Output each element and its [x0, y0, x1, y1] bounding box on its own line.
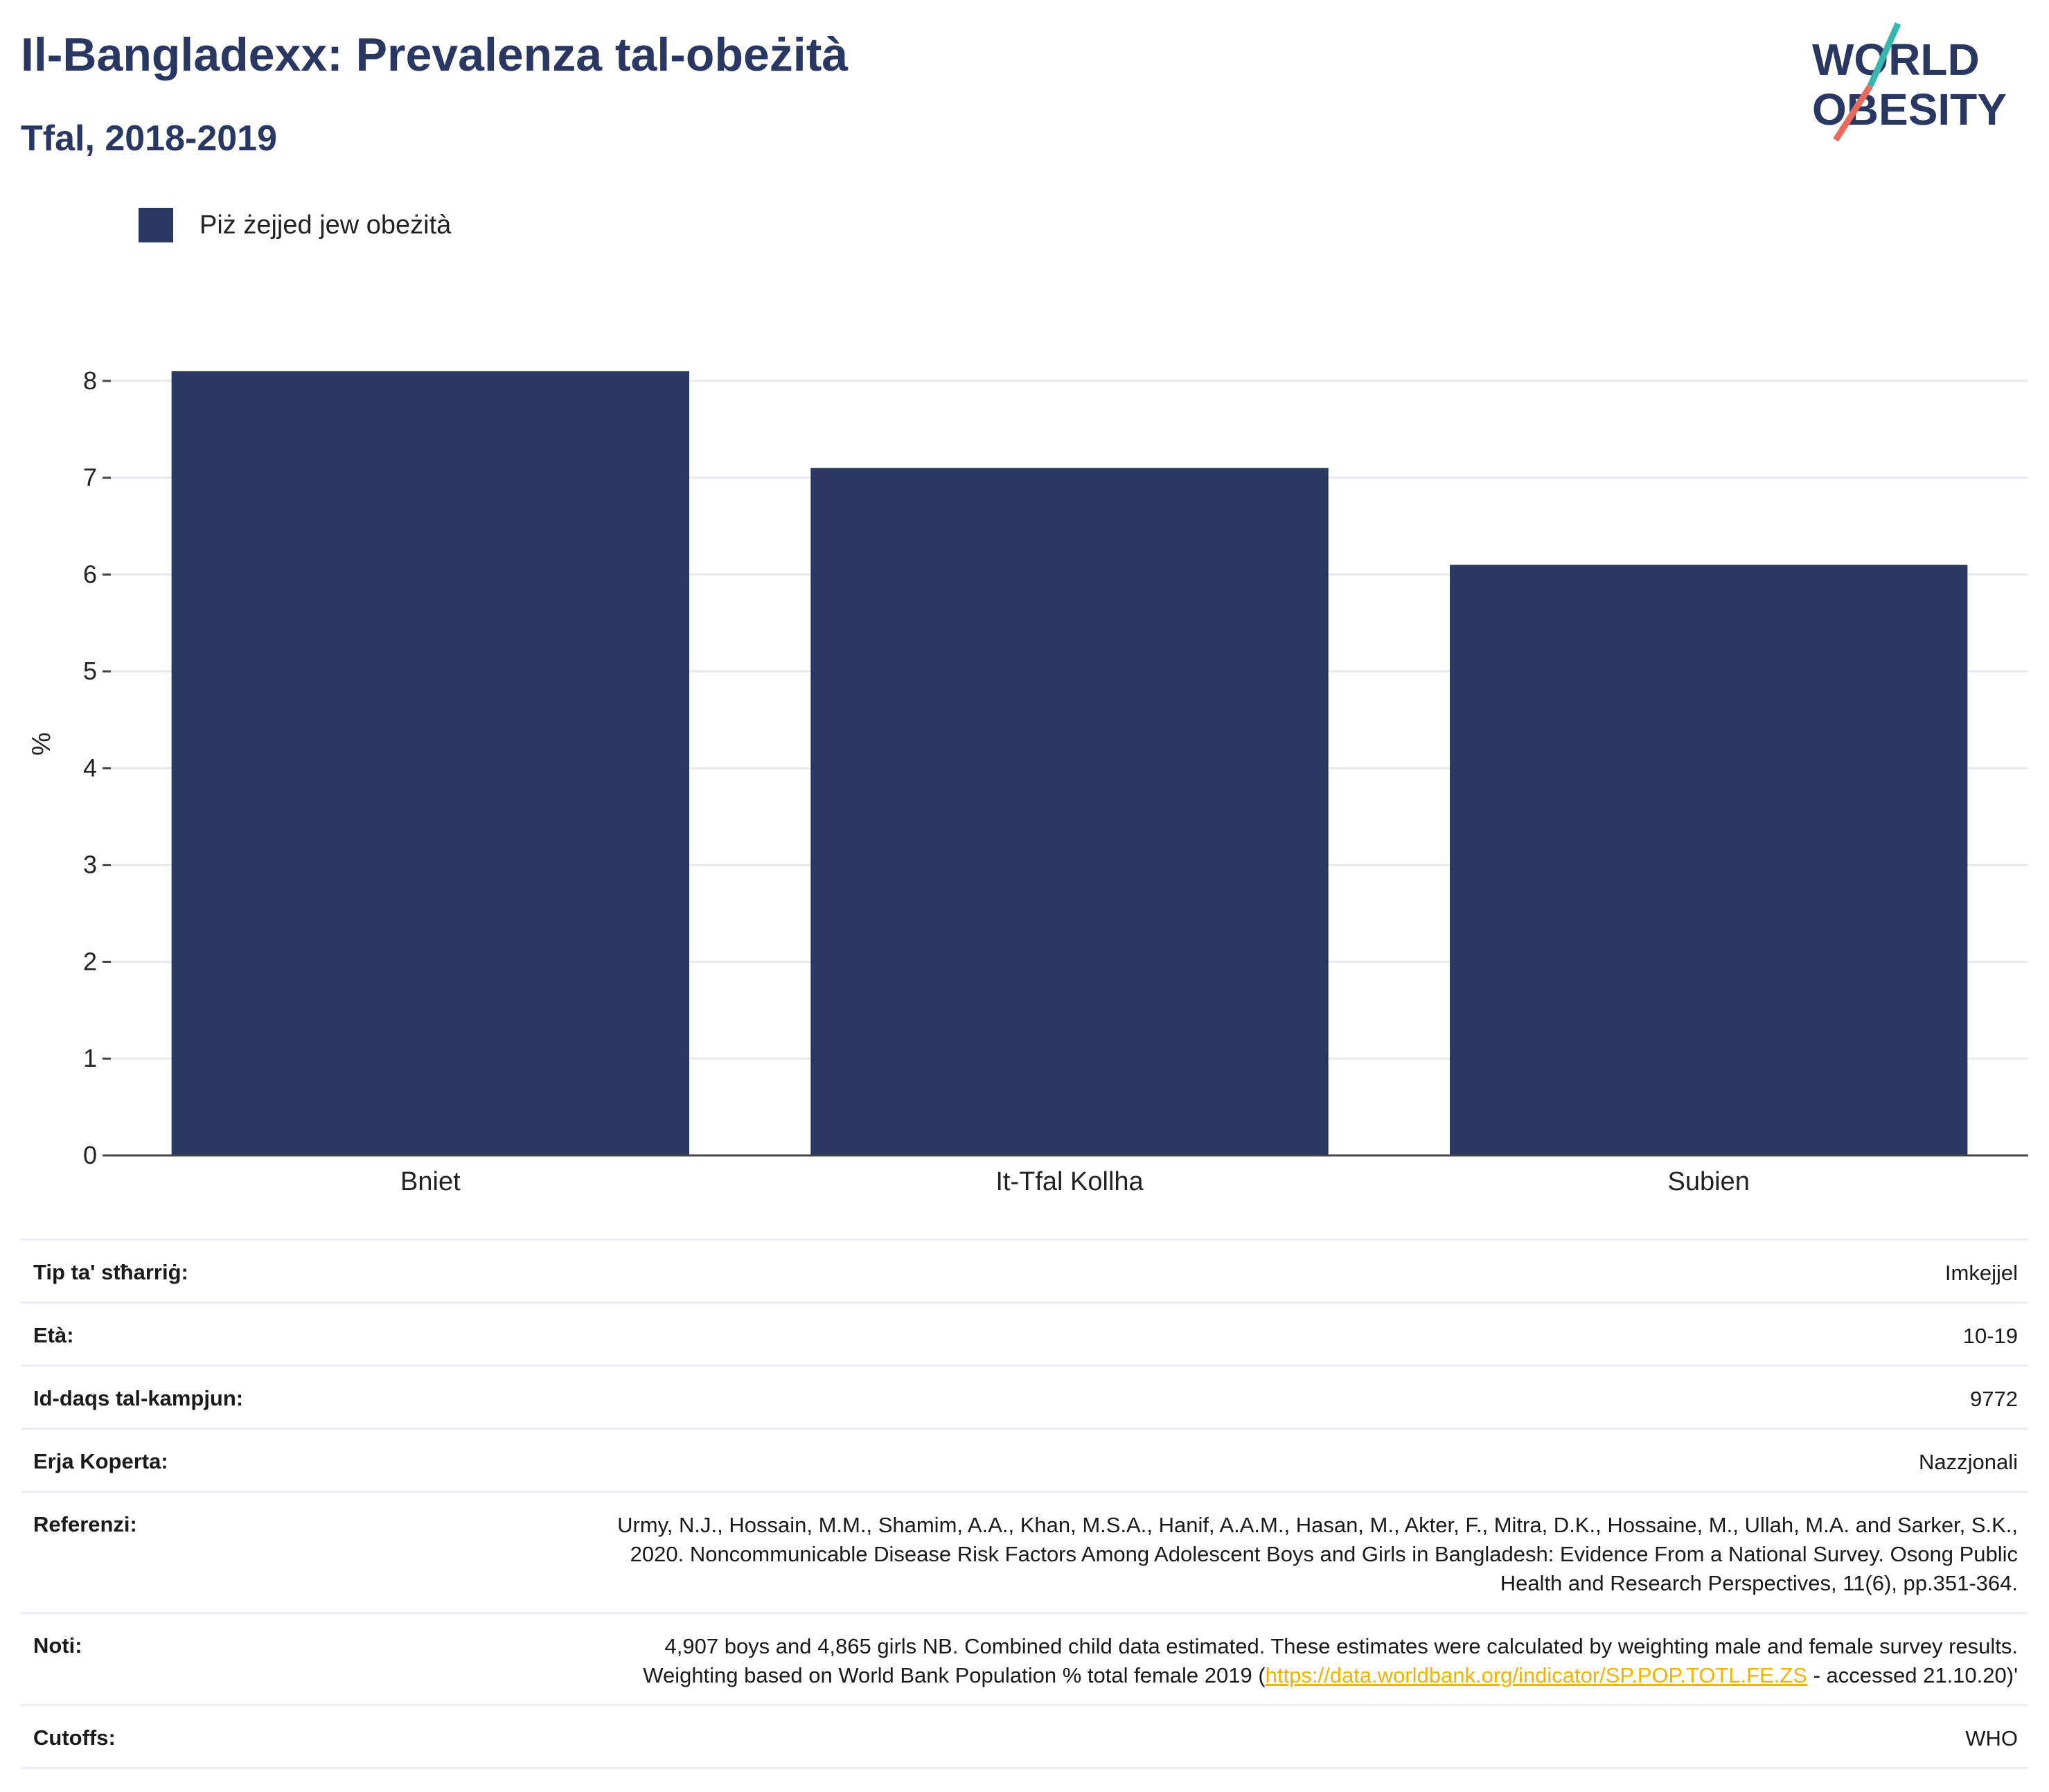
- meta-key-age: Età:: [33, 1323, 74, 1347]
- x-tick-label: It-Tfal Kollha: [995, 1167, 1144, 1196]
- metadata-table: Tip ta' stħarriġ: Imkejjel Età: 10-19 Id…: [21, 1239, 2028, 1769]
- meta-value-sample-size: 9772: [1970, 1387, 2018, 1411]
- chart-title: Il-Bangladexx: Prevalenza tal-obeżità: [21, 28, 849, 81]
- meta-row-cutoffs: Cutoffs: WHO: [21, 1704, 2028, 1769]
- logo-slash-coral: [1833, 84, 1873, 142]
- legend-label: Piż żejjed jew obeżità: [199, 210, 452, 240]
- y-tick-label: 5: [83, 657, 97, 685]
- y-tick-label: 8: [83, 366, 97, 395]
- meta-key-references: Referenzi:: [33, 1512, 137, 1536]
- meta-row-sample-size: Id-daqs tal-kampjun: 9772: [21, 1365, 2028, 1428]
- meta-key-area-covered: Erja Koperta:: [33, 1449, 168, 1473]
- notes-text-before: 4,907 boys and 4,865 girls NB. Combined …: [643, 1634, 2018, 1687]
- bar-chart: 0 1 2 3 4 5 6 7 8% Bniet It-Tfal Kollha Subien: [27, 366, 2028, 1196]
- y-tick-label: 3: [83, 851, 97, 879]
- meta-value-area-covered: Nazzjonali: [1918, 1450, 2018, 1474]
- meta-value-age: 10-19: [1962, 1324, 2018, 1348]
- worldbank-link[interactable]: https://data.worldbank.org/indicator/SP.…: [1265, 1663, 1807, 1687]
- legend-swatch: [139, 208, 173, 242]
- y-tick-label: 1: [83, 1044, 97, 1072]
- meta-key-sample-size: Id-daqs tal-kampjun:: [33, 1386, 244, 1410]
- meta-row-age: Età: 10-19: [21, 1302, 2028, 1365]
- meta-key-survey-type: Tip ta' stħarriġ:: [33, 1260, 188, 1284]
- logo-slash-teal: [1867, 22, 1901, 87]
- y-tick-label: 0: [83, 1141, 97, 1169]
- x-tick-label: Subien: [1668, 1167, 1750, 1196]
- y-tick-label: 4: [83, 754, 97, 782]
- chart-subtitle: Tfal, 2018-2019: [21, 118, 278, 159]
- meta-row-references: Referenzi: Urmy, N.J., Hossain, M.M., Sh…: [21, 1491, 2028, 1612]
- bar-bniet: [171, 371, 690, 1155]
- meta-row-area-covered: Erja Koperta: Nazzjonali: [21, 1428, 2028, 1491]
- logo-text-world: WORLD: [1812, 35, 1980, 85]
- bar-subien: [1449, 565, 1968, 1155]
- meta-row-survey-type: Tip ta' stħarriġ: Imkejjel: [21, 1239, 2028, 1302]
- meta-value-notes: 4,907 boys and 4,865 girls NB. Combined …: [598, 1632, 2018, 1690]
- bar-it-tfal-kollha: [810, 468, 1329, 1155]
- world-obesity-logo: WORLD OBESITY: [1812, 22, 2007, 142]
- meta-row-notes: Noti: 4,907 boys and 4,865 girls NB. Com…: [21, 1612, 2028, 1704]
- chart-legend[interactable]: Piż żejjed jew obeżità: [139, 208, 451, 242]
- y-tick-label: 2: [83, 947, 97, 975]
- meta-key-notes: Noti:: [33, 1633, 82, 1658]
- notes-text-after: - accessed 21.10.20)': [1807, 1663, 2018, 1687]
- y-tick-label: 7: [83, 463, 97, 492]
- meta-value-survey-type: Imkejjel: [1944, 1261, 2018, 1285]
- x-tick-label: Bniet: [400, 1167, 461, 1196]
- meta-value-cutoffs: WHO: [1965, 1726, 2018, 1750]
- y-axis-label: %: [27, 732, 56, 756]
- meta-value-references: Urmy, N.J., Hossain, M.M., Shamim, A.A.,…: [617, 1513, 2018, 1595]
- y-tick-label: 6: [83, 560, 97, 588]
- meta-key-cutoffs: Cutoffs:: [33, 1726, 116, 1750]
